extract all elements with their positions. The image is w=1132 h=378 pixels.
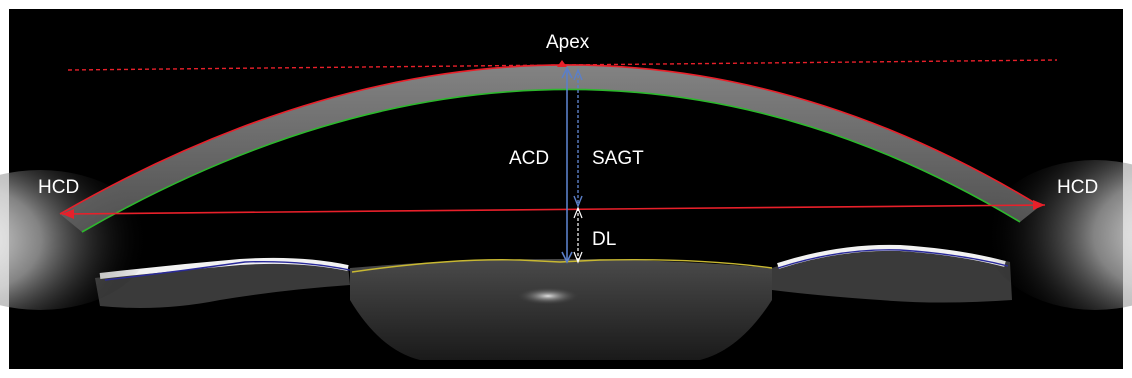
iris-right-edge-bright	[777, 244, 1006, 269]
dl-arrowhead-top	[573, 206, 583, 219]
sagt-arrowhead-top	[573, 68, 583, 81]
iris-right	[772, 245, 1012, 303]
apex-label: Apex	[546, 32, 590, 53]
iris-left-edge-bright	[99, 257, 349, 279]
sagt-arrowhead-bottom	[573, 195, 583, 208]
hcd-right-label: HCD	[1057, 177, 1098, 198]
iris-right-trace	[777, 249, 1009, 269]
posterior-cornea-trace	[81, 88, 1021, 233]
lens-anterior-trace	[351, 258, 773, 273]
apex-marker	[557, 60, 567, 67]
lens-center-reflection	[516, 287, 580, 305]
hcd-right-arrowhead	[1033, 200, 1045, 210]
acd-arrowhead-top	[561, 66, 573, 79]
hcd-left-label: HCD	[38, 177, 79, 198]
acd-label: ACD	[509, 148, 549, 169]
hcd-left-arrowhead	[62, 209, 74, 219]
hcd-line	[61, 204, 1046, 215]
iris-left-trace	[104, 260, 351, 281]
apex-tangent-line	[67, 59, 1058, 71]
acd-arrowhead-bottom	[561, 251, 573, 264]
sagt-label: SAGT	[592, 148, 644, 169]
dl-arrowhead-bottom	[573, 251, 583, 264]
lens-body	[350, 259, 772, 360]
dl-label: DL	[592, 229, 616, 250]
cornea	[60, 64, 1040, 232]
